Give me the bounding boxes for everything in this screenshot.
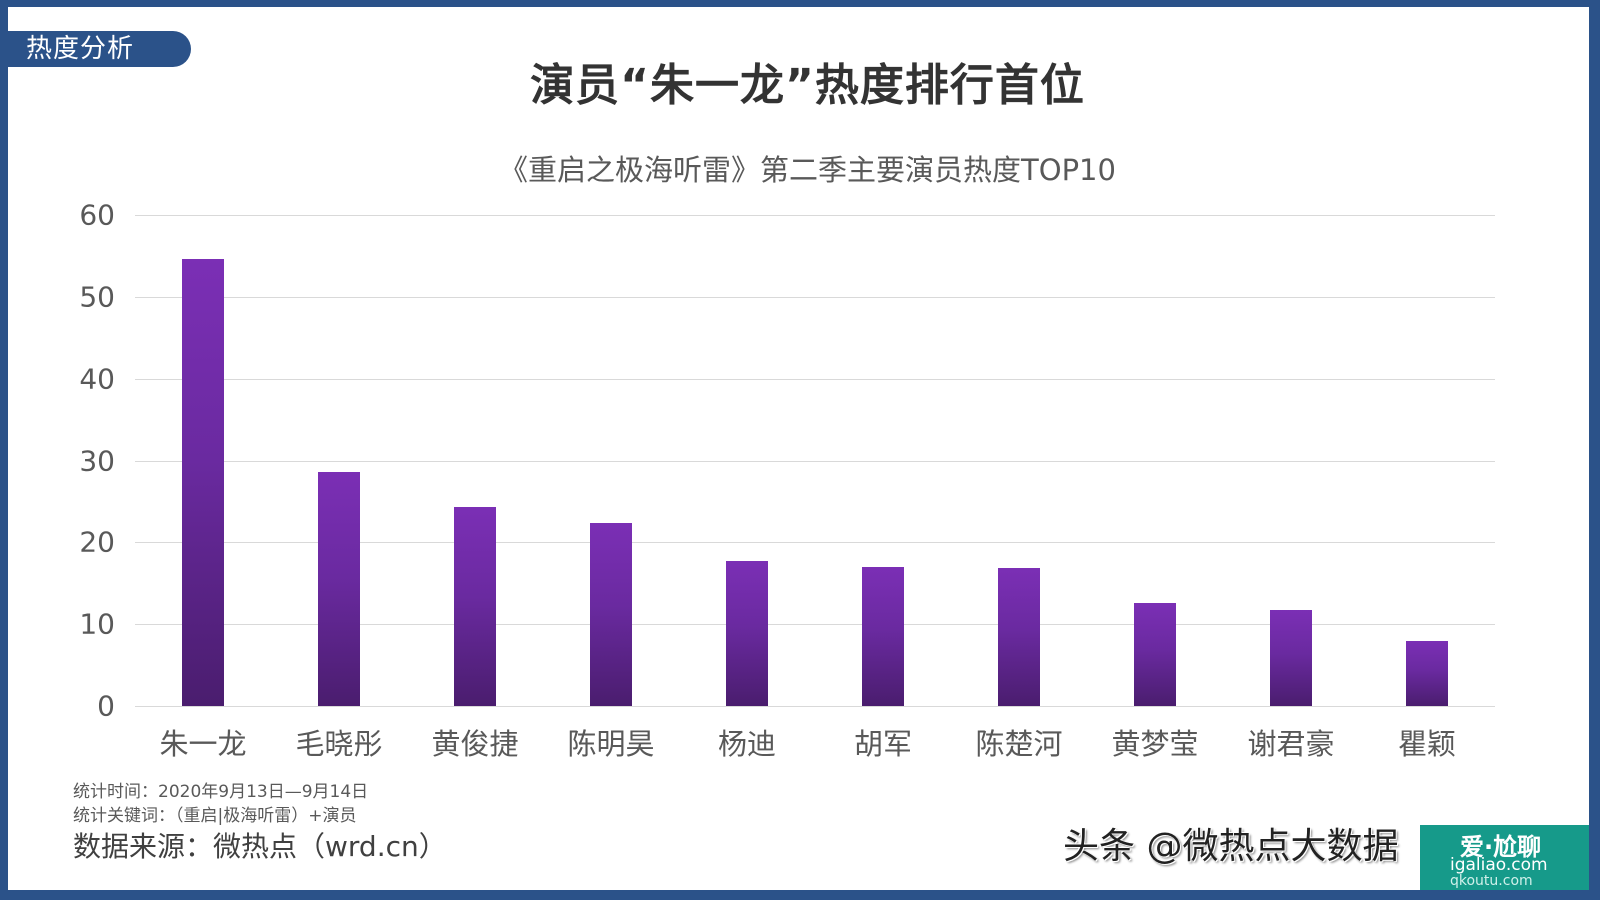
- bar: [318, 471, 360, 706]
- stat-time: 统计时间：2020年9月13日—9月14日: [73, 782, 369, 802]
- x-category-label: 杨迪: [717, 727, 776, 761]
- y-tick-label: 40: [79, 362, 115, 396]
- bar: [998, 567, 1040, 706]
- bar: [862, 566, 904, 706]
- bar: [182, 259, 224, 706]
- gridline: [135, 542, 1495, 544]
- headline: 演员“朱一龙”热度排行首位: [530, 60, 1085, 111]
- y-tick-label: 0: [97, 689, 115, 723]
- chart-title: 《重启之极海听雷》第二季主要演员热度TOP10: [499, 153, 1116, 187]
- bar: [590, 522, 632, 706]
- site-logo-url: igaliao.com: [1450, 855, 1548, 875]
- section-tag: 热度分析: [8, 31, 191, 67]
- bar: [1270, 610, 1312, 706]
- x-category-label: 瞿颖: [1397, 727, 1456, 761]
- x-category-label: 陈明昊: [567, 727, 655, 761]
- x-category-label: 朱一龙: [159, 727, 247, 761]
- y-tick-label: 10: [79, 607, 115, 641]
- data-source: 数据来源：微热点（wrd.cn）: [73, 830, 447, 863]
- site-logo-title: 爱·尬聊: [1460, 833, 1542, 861]
- y-tick-label: 20: [79, 525, 115, 559]
- bar-chart: 0 10 20 30 40 50 60 朱一龙 毛晓彤 黄俊捷 陈明昊 杨迪 胡军 陈楚河 黄梦莹 谢君豪 瞿颖: [79, 199, 1495, 761]
- site-logo-badge: 爱·尬聊 igaliao.com qkoutu.com: [1420, 825, 1589, 890]
- gridline: [135, 378, 1495, 380]
- x-category-label: 胡军: [853, 727, 912, 761]
- bar: [454, 507, 496, 706]
- bar: [726, 561, 768, 706]
- gridline: [135, 460, 1495, 462]
- x-category-label: 毛晓彤: [295, 727, 383, 761]
- y-tick-label: 60: [79, 198, 115, 232]
- x-category-label: 陈楚河: [975, 727, 1063, 761]
- toutiao-watermark: 头条 @微热点大数据: [1063, 826, 1399, 867]
- x-category-label: 黄梦莹: [1111, 727, 1199, 761]
- gridline: [135, 215, 1495, 216]
- bar: [1134, 602, 1176, 706]
- gridline: [135, 706, 1495, 707]
- y-tick-label: 50: [79, 280, 115, 314]
- site-logo-url-secondary: qkoutu.com: [1450, 873, 1533, 889]
- gridline: [135, 624, 1495, 626]
- x-category-label: 谢君豪: [1247, 727, 1335, 761]
- bar: [1406, 641, 1448, 706]
- y-tick-label: 30: [79, 444, 115, 477]
- x-category-label: 黄俊捷: [431, 727, 519, 761]
- slide: 热度分析 演员“朱一龙”热度排行首位 《重启之极海听雷》第二季主要演员热度TOP…: [8, 7, 1589, 890]
- gridline: [135, 296, 1495, 298]
- stat-keywords: 统计关键词：（重启|极海听雷）+演员: [73, 806, 357, 826]
